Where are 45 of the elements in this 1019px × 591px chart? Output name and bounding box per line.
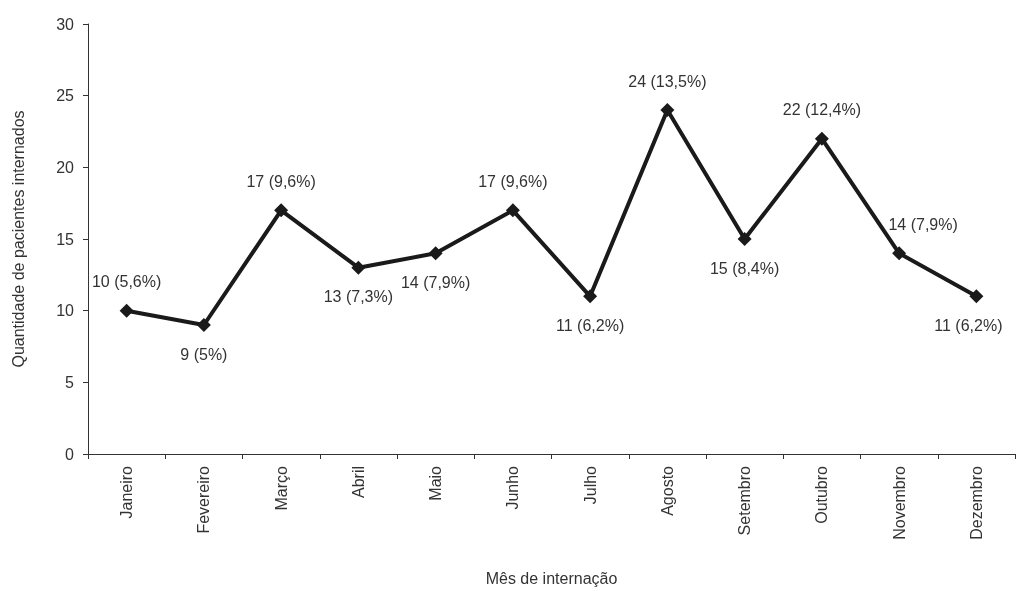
x-tick-label: Dezembro <box>967 465 985 540</box>
y-tick-label: 5 <box>65 373 75 391</box>
point <box>274 203 289 218</box>
x-tick-label: Setembro <box>736 465 754 536</box>
point <box>351 260 366 275</box>
y-tick-label: 30 <box>56 15 75 33</box>
data-label: 10 (5,6%) <box>91 273 162 291</box>
point <box>119 303 134 318</box>
point <box>196 318 211 332</box>
point <box>969 289 984 304</box>
point <box>583 289 598 304</box>
y-axis-title: Quantidade de pacientes internados <box>9 110 27 368</box>
x-tick-label: Maio <box>427 465 445 501</box>
x-axis-title: Mês de internação <box>485 569 618 587</box>
data-label: 14 (7,9%) <box>888 215 958 233</box>
point <box>505 203 520 218</box>
data-label: 11 (6,2%) <box>556 316 625 334</box>
x-tick-label: Janeiro <box>118 465 136 519</box>
y-tick-label: 20 <box>56 158 75 176</box>
point <box>428 246 443 261</box>
y-tick-label: 25 <box>56 87 75 105</box>
x-tick-label: Outubro <box>813 465 831 524</box>
x-tick-label: Abril <box>349 466 367 499</box>
point <box>660 103 675 117</box>
x-tick-label: Março <box>272 465 290 511</box>
data-label: 11 (6,2%) <box>934 316 1003 334</box>
point <box>814 131 829 146</box>
point <box>737 232 752 246</box>
x-tick-label: Novembro <box>890 465 908 540</box>
data-label: 9 (5%) <box>180 345 228 363</box>
data-label: 22 (12,4%) <box>782 101 862 119</box>
x-tick-label: Julho <box>581 465 599 505</box>
y-tick-label: 15 <box>56 230 75 248</box>
point <box>892 246 907 261</box>
x-tick-label: Junho <box>504 465 522 510</box>
x-tick-label: Agosto <box>658 465 676 516</box>
y-tick-label: 0 <box>65 445 75 463</box>
data-label: 17 (9,6%) <box>478 172 548 190</box>
x-tick-label: Fevereiro <box>195 465 213 534</box>
data-label: 13 (7,3%) <box>323 288 394 306</box>
data-label: 17 (9,6%) <box>246 172 316 190</box>
data-label: 24 (13,5%) <box>628 72 707 90</box>
data-label: 14 (7,9%) <box>400 273 471 291</box>
data-label: 15 (8,4%) <box>709 259 780 277</box>
y-tick-label: 10 <box>56 302 75 320</box>
